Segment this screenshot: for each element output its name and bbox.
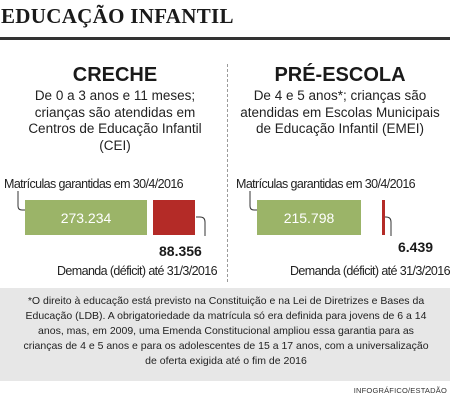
creche-heading: CRECHE xyxy=(72,64,158,86)
pre-escola-demanda-leader xyxy=(385,216,392,236)
creche-demanda-bar xyxy=(153,200,195,235)
pre-escola-demanda-value: 6.439 xyxy=(398,239,434,255)
creche-matriculas-bar: 273.234 xyxy=(25,200,147,235)
pre-escola-heading: PRÉ-ESCOLA xyxy=(274,64,406,86)
creche-description: De 0 a 3 anos e 11 meses; crianças são a… xyxy=(28,88,202,153)
page-title: EDUCAÇÃO INFANTIL xyxy=(1,4,234,28)
footnote-box: *O direito à educação está previsto na C… xyxy=(0,288,450,381)
pre-escola-matriculas-label: Matrículas garantidas em 30/4/2016 xyxy=(236,177,416,191)
creche-demanda-leader xyxy=(196,216,206,236)
creche-demanda-value: 88.356 xyxy=(159,243,202,259)
creche-matriculas-value: 273.234 xyxy=(60,209,112,226)
pre-escola-matriculas-bar: 215.798 xyxy=(257,200,361,235)
pre-escola-demanda-label: Demanda (déficit) até 31/3/2016 xyxy=(290,264,450,278)
column-divider xyxy=(227,64,228,282)
creche-demanda-label: Demanda (déficit) até 31/3/2016 xyxy=(57,264,218,278)
creche-matriculas-label: Matrículas garantidas em 30/4/2016 xyxy=(4,177,184,191)
creche-matriculas-leader xyxy=(17,191,25,211)
title-rule xyxy=(0,37,450,40)
credit-text: INFOGRÁFICO/ESTADÃO xyxy=(353,386,447,395)
pre-escola-description: De 4 e 5 anos*; crianças são atendidas e… xyxy=(240,88,440,136)
pre-escola-demanda-bar xyxy=(382,200,385,235)
pre-escola-matriculas-leader xyxy=(249,191,257,211)
pre-escola-matriculas-value: 215.798 xyxy=(283,209,335,226)
footnote-text: *O direito à educação está previsto na C… xyxy=(23,295,429,367)
